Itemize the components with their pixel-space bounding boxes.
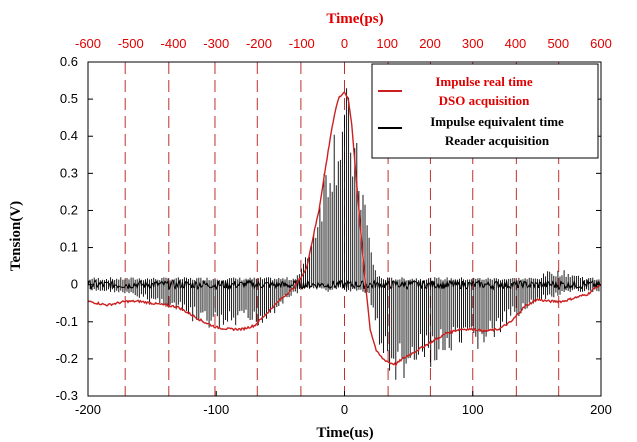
x-axis-title: Time(us) [316,425,373,441]
x-tick-label: 0 [341,402,348,417]
top-tick-label: 400 [505,36,527,51]
y-tick-label: 0.4 [60,128,78,143]
top-tick-label: 100 [376,36,398,51]
top-axis-ticks: -600 -500 -400 -300 -200 -100 0 100 200 300 400 500… [75,36,612,51]
top-tick-label: 0 [341,36,348,51]
y-tick-label: 0.5 [60,91,78,106]
y-tick-label: 0.3 [60,165,78,180]
y-tick-label: -0.3 [56,388,78,403]
dso-line [87,91,601,367]
top-tick-label: -500 [118,36,144,51]
y-axis-title: Tension(V) [8,201,24,271]
y-axis-ticks: -0.3 -0.2 -0.1 0 0.1 0.2 0.3 0.4 0.5 0.6 [56,54,601,403]
legend-label-dso-line1: Impulse real time [435,74,532,89]
top-tick-label: 600 [590,36,612,51]
x2-axis-title: Time(ps) [326,11,383,27]
top-tick-label: -100 [289,36,315,51]
top-tick-label: -600 [75,36,101,51]
top-tick-label: -400 [161,36,187,51]
y-tick-label: 0 [71,277,78,292]
y-tick-label: -0.1 [56,314,78,329]
y-tick-label: -0.2 [56,351,78,366]
legend: Impulse real time DSO acquisition Impuls… [371,63,599,159]
legend-label-dso-line2: DSO acquisition [439,93,530,108]
top-tick-label: -300 [203,36,229,51]
x-tick-label: -200 [75,402,101,417]
legend-label-reader-line1: Impulse equivalent time [430,114,564,129]
legend-box [371,63,599,159]
y-tick-label: 0.6 [60,54,78,69]
y-tick-label: 0.2 [60,202,78,217]
x-tick-label: 100 [462,402,484,417]
x-tick-label: 200 [590,402,612,417]
top-tick-label: 200 [419,36,441,51]
y-tick-label: 0.1 [60,240,78,255]
legend-label-reader-line2: Reader acquisition [445,133,550,148]
x-tick-label: -100 [203,402,229,417]
top-tick-label: 500 [547,36,569,51]
top-tick-label: 300 [462,36,484,51]
reader-baseline-noise [87,278,601,291]
x-axis-ticks: -200 -100 0 100 200 [75,391,612,417]
series-dso-acquisition [87,91,601,367]
top-tick-label: -200 [246,36,272,51]
